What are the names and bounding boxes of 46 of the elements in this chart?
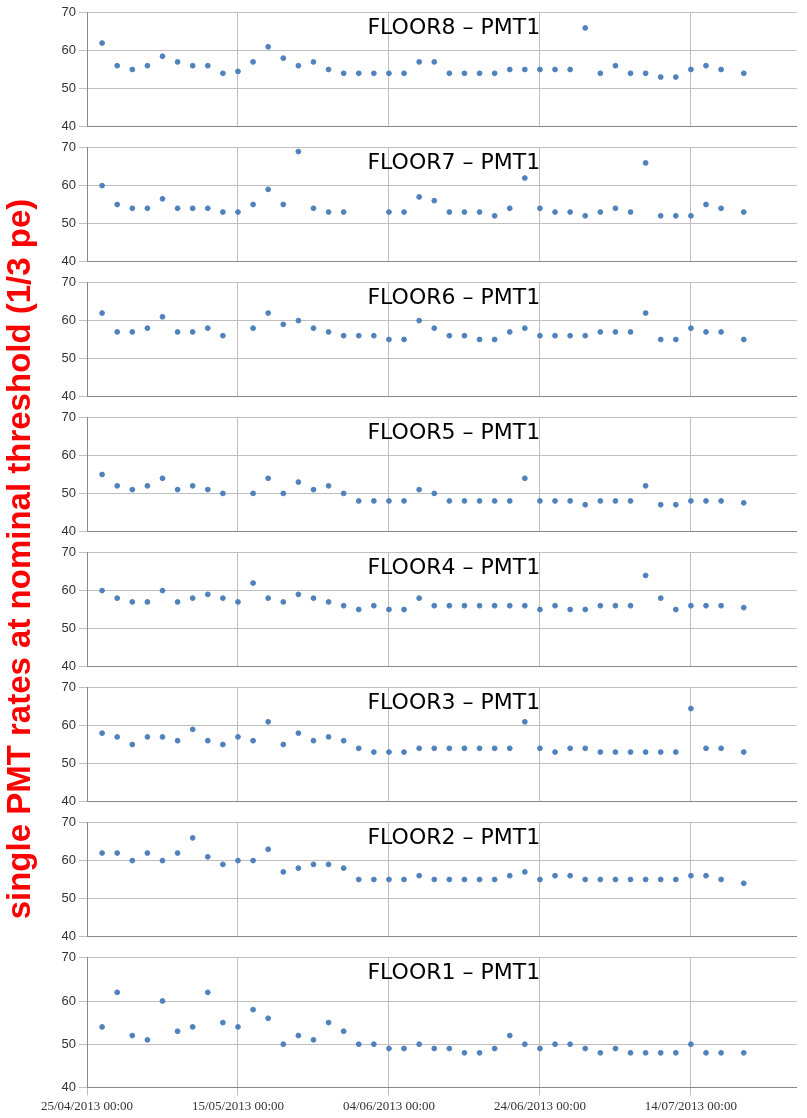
y-tick-label: 40	[61, 117, 76, 133]
y-tick-label: 50	[61, 754, 76, 770]
y-tick-label: 70	[61, 949, 76, 965]
y-tick-label: 40	[61, 657, 76, 673]
y-tick-label: 70	[61, 409, 76, 425]
y-tick-label: 60	[61, 447, 76, 463]
chart-title: FLOOR8 – PMT1	[367, 13, 541, 39]
y-tick-label: 50	[61, 1035, 76, 1051]
y-tick-label: 70	[61, 274, 76, 290]
x-tick-label: 24/06/2013 00:00	[493, 1097, 586, 1113]
y-tick-label: 50	[61, 349, 76, 365]
x-tick-label: 25/04/2013 00:00	[40, 1097, 134, 1113]
y-tick-label: 70	[61, 679, 76, 695]
y-tick-label: 50	[61, 214, 76, 230]
x-tick-label: 14/07/2013 00:00	[644, 1097, 737, 1113]
y-tick-label: 50	[61, 889, 76, 905]
y-tick-label: 70	[61, 4, 76, 20]
y-tick-label: 60	[61, 582, 76, 598]
y-tick-label: 70	[61, 544, 76, 560]
chart-title: FLOOR6 – PMT1	[367, 283, 541, 309]
y-tick-label: 60	[61, 312, 76, 328]
y-tick-label: 40	[61, 522, 76, 538]
x-tick-label: 15/05/2013 00:00	[191, 1097, 285, 1113]
chart-title: FLOOR2 – PMT1	[367, 823, 541, 849]
y-tick-label: 40	[61, 792, 76, 808]
y-tick-label: 70	[61, 139, 76, 155]
y-axis-title: single PMT rates at nominal threshold (1/3 pe)	[0, 198, 38, 920]
y-tick-label: 60	[61, 992, 76, 1008]
y-tick-label: 40	[61, 387, 76, 403]
chart-title: FLOOR7 – PMT1	[367, 148, 541, 174]
chart-title: FLOOR5 – PMT1	[367, 418, 541, 444]
y-tick-label: 60	[61, 852, 76, 868]
y-tick-label: 50	[61, 619, 76, 635]
chart-title: FLOOR4 – PMT1	[367, 553, 541, 579]
chart-title: FLOOR3 – PMT1	[367, 688, 541, 714]
y-tick-label: 70	[61, 814, 76, 830]
y-tick-label: 40	[61, 1078, 76, 1094]
y-tick-label: 50	[61, 79, 76, 95]
y-tick-label: 60	[61, 717, 76, 733]
y-tick-label: 60	[61, 177, 76, 193]
y-tick-label: 60	[61, 42, 76, 58]
x-tick-label: 04/06/2013 00:00	[342, 1097, 435, 1113]
y-tick-label: 50	[61, 484, 76, 500]
y-tick-label: 40	[61, 927, 76, 943]
y-tick-label: 40	[61, 252, 76, 268]
chart-title: FLOOR1 – PMT1	[367, 958, 541, 984]
